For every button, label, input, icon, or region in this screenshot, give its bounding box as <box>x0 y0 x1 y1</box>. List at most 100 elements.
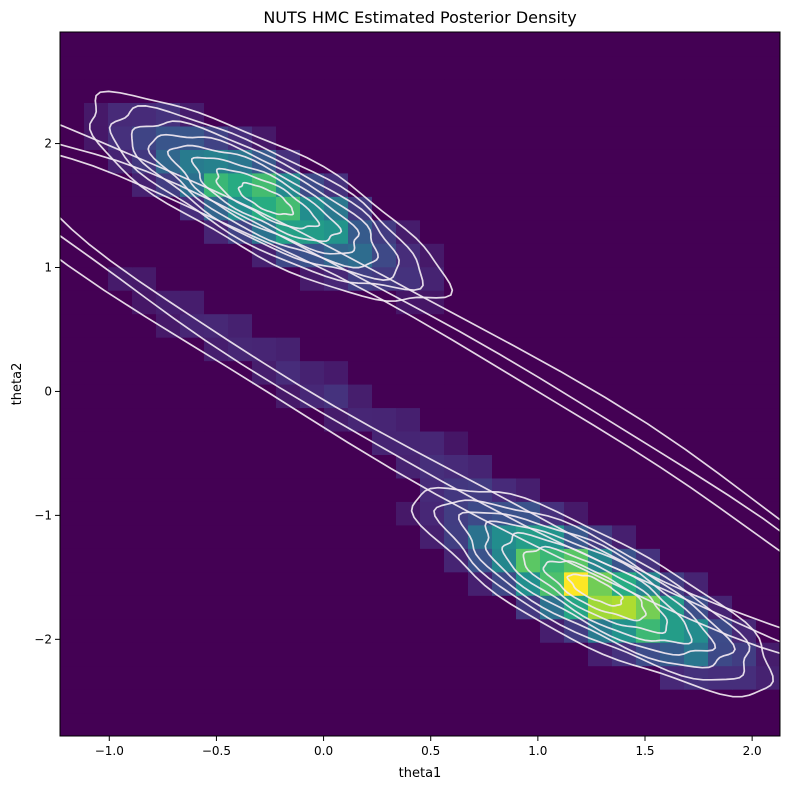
y-axis-ticks: −2 −1 0 1 2 <box>34 137 60 646</box>
heatmap-cell <box>372 384 397 409</box>
contour-line <box>60 124 780 655</box>
heatmap-cell <box>708 266 733 291</box>
heatmap-cell <box>252 524 277 549</box>
heatmap-cell <box>204 32 229 57</box>
heatmap-cell <box>324 618 349 643</box>
heatmap-cell <box>204 477 229 502</box>
heatmap-cell <box>84 290 109 315</box>
heatmap-cell <box>492 618 517 643</box>
heatmap-cell <box>420 55 445 80</box>
heatmap-cell <box>372 407 397 432</box>
heatmap-cell <box>60 689 85 714</box>
heatmap-cell <box>348 313 373 338</box>
heatmap-cell <box>372 55 397 80</box>
heatmap-cell <box>444 360 469 385</box>
heatmap-cell <box>660 337 685 362</box>
heatmap-cell <box>180 290 205 315</box>
heatmap-cell <box>564 172 589 197</box>
heatmap-cell <box>396 384 421 409</box>
heatmap-cell <box>540 430 565 455</box>
heatmap-cell <box>540 454 565 479</box>
heatmap-cell <box>540 337 565 362</box>
heatmap-cell <box>156 32 181 57</box>
heatmap-cell <box>516 665 541 690</box>
heatmap-cell <box>468 689 493 714</box>
heatmap-cell <box>468 102 493 127</box>
heatmap-cell <box>516 196 541 221</box>
heatmap-cell <box>300 595 325 620</box>
heatmap-cell <box>132 360 157 385</box>
heatmap-cell <box>252 571 277 596</box>
heatmap-cell <box>132 642 157 667</box>
heatmap-cell <box>300 501 325 526</box>
heatmap-cell <box>84 595 109 620</box>
heatmap-cell <box>324 501 349 526</box>
heatmap-cell <box>396 689 421 714</box>
heatmap-cell <box>300 548 325 573</box>
heatmap-cell <box>156 712 181 736</box>
heatmap-cell <box>660 219 685 244</box>
heatmap-cell <box>252 78 277 103</box>
heatmap-cell <box>684 243 709 268</box>
heatmap-cell <box>324 571 349 596</box>
heatmap-cell <box>276 524 301 549</box>
heatmap-cell <box>636 196 661 221</box>
heatmap-cell <box>468 712 493 736</box>
y-tick-label: −1 <box>34 508 52 522</box>
heatmap-cell <box>708 548 733 573</box>
heatmap-cell <box>468 384 493 409</box>
heatmap-cell <box>372 337 397 362</box>
heatmap-cell <box>348 642 373 667</box>
heatmap-cell <box>300 642 325 667</box>
heatmap-cell <box>228 618 253 643</box>
heatmap-cell <box>60 337 85 362</box>
heatmap-cell <box>180 618 205 643</box>
heatmap-cell <box>444 266 469 291</box>
heatmap-cell <box>540 712 565 736</box>
heatmap-cell <box>420 595 445 620</box>
heatmap-cell <box>756 78 780 103</box>
heatmap-cell <box>204 501 229 526</box>
heatmap-cell <box>372 219 397 244</box>
heatmap-cell <box>612 172 637 197</box>
contour-line <box>522 545 669 635</box>
heatmap-cell <box>108 243 133 268</box>
heatmap-cell <box>420 102 445 127</box>
heatmap-cell <box>276 78 301 103</box>
heatmap-cell <box>108 571 133 596</box>
heatmap-cell <box>156 477 181 502</box>
heatmap-cell <box>492 407 517 432</box>
heatmap-cell <box>324 78 349 103</box>
heatmap-cell <box>276 689 301 714</box>
heatmap-cell <box>444 430 469 455</box>
heatmap-cell <box>396 642 421 667</box>
heatmap-cell <box>468 149 493 174</box>
heatmap-cell <box>84 618 109 643</box>
heatmap-cell <box>228 266 253 291</box>
heatmap-cell <box>660 125 685 150</box>
heatmap-cell <box>420 712 445 736</box>
heatmap-cell <box>516 102 541 127</box>
heatmap-cell <box>588 219 613 244</box>
heatmap-cell <box>324 642 349 667</box>
heatmap-cell <box>276 266 301 291</box>
heatmap-cell <box>588 290 613 315</box>
heatmap-cell <box>636 78 661 103</box>
heatmap-cell <box>228 477 253 502</box>
heatmap-cell <box>348 149 373 174</box>
x-axis-ticks: −1.0 −0.5 0.0 0.5 1.0 1.5 2.0 <box>95 736 762 758</box>
heatmap-cell <box>156 407 181 432</box>
heatmap-cell <box>156 642 181 667</box>
heatmap-cell <box>348 55 373 80</box>
chart-title: NUTS HMC Estimated Posterior Density <box>263 8 576 27</box>
heatmap-cell <box>156 290 181 315</box>
heatmap-cell <box>300 618 325 643</box>
contour-line <box>410 486 774 698</box>
heatmap-cell <box>444 172 469 197</box>
heatmap-cell <box>684 125 709 150</box>
heatmap-cell <box>372 642 397 667</box>
heatmap-cell <box>348 618 373 643</box>
heatmap-cell <box>684 102 709 127</box>
heatmap-cell <box>180 501 205 526</box>
